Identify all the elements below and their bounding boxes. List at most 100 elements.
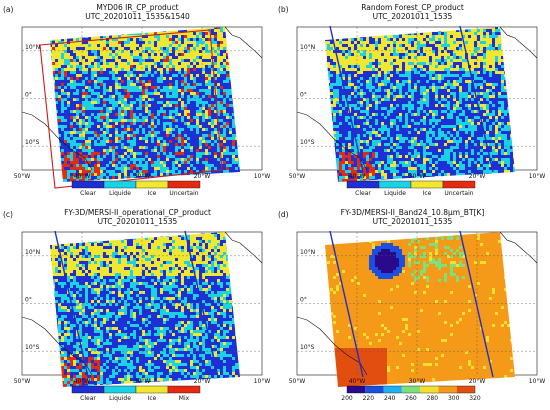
data-pixel (112, 41, 115, 44)
data-pixel (61, 77, 64, 80)
data-pixel (112, 80, 115, 83)
data-pixel (477, 50, 480, 53)
data-pixel (121, 98, 124, 101)
data-pixel (196, 32, 199, 35)
data-pixel (474, 59, 477, 62)
data-pixel (145, 104, 148, 107)
data-pixel (420, 41, 423, 44)
data-pixel (232, 185, 235, 188)
data-pixel (205, 77, 208, 80)
data-pixel (112, 65, 115, 68)
data-pixel (202, 125, 205, 128)
data-pixel (187, 110, 190, 113)
data-pixel (414, 50, 417, 53)
data-pixel (160, 41, 163, 44)
data-pixel (420, 23, 423, 26)
data-pixel (450, 35, 453, 38)
data-pixel (157, 71, 160, 74)
data-pixel (67, 65, 70, 68)
data-pixel (375, 41, 378, 44)
data-pixel (187, 98, 190, 101)
data-pixel (196, 137, 199, 140)
data-pixel (109, 23, 112, 26)
data-pixel (178, 92, 181, 95)
data-pixel (175, 107, 178, 110)
data-pixel (97, 86, 100, 89)
data-pixel (447, 23, 450, 26)
data-pixel (181, 149, 184, 152)
data-pixel (157, 38, 160, 41)
data-pixel (85, 119, 88, 122)
data-pixel (118, 86, 121, 89)
data-pixel (106, 158, 109, 161)
data-pixel (166, 107, 169, 110)
data-pixel (190, 98, 193, 101)
data-pixel (154, 152, 157, 155)
data-pixel (127, 101, 130, 104)
data-pixel (139, 158, 142, 161)
data-pixel (121, 143, 124, 146)
data-pixel (94, 44, 97, 47)
data-pixel (136, 149, 139, 152)
data-pixel (205, 143, 208, 146)
data-pixel (208, 161, 211, 164)
data-pixel (178, 74, 181, 77)
data-pixel (202, 92, 205, 95)
data-pixel (82, 128, 85, 131)
data-pixel (94, 38, 97, 41)
data-pixel (151, 119, 154, 122)
data-pixel (181, 137, 184, 140)
data-pixel (157, 59, 160, 62)
data-pixel (88, 158, 91, 161)
data-pixel (142, 122, 145, 125)
data-pixel (166, 68, 169, 71)
data-pixel (190, 131, 193, 134)
data-pixel (169, 140, 172, 143)
data-pixel (336, 23, 339, 26)
data-pixel (199, 110, 202, 113)
data-pixel (414, 47, 417, 50)
data-pixel (82, 71, 85, 74)
data-pixel (166, 56, 169, 59)
data-pixel (163, 80, 166, 83)
data-pixel (399, 50, 402, 53)
data-pixel (187, 164, 190, 167)
data-pixel (327, 56, 330, 59)
data-pixel (172, 83, 175, 86)
data-pixel (97, 56, 100, 59)
data-pixel (175, 161, 178, 164)
data-pixel (166, 140, 169, 143)
data-pixel (76, 128, 79, 131)
data-pixel (462, 47, 465, 50)
data-pixel (202, 56, 205, 59)
data-pixel (211, 38, 214, 41)
data-pixel (67, 86, 70, 89)
data-pixel (88, 20, 91, 23)
data-pixel (441, 59, 444, 62)
data-pixel (109, 107, 112, 110)
data-pixel (172, 98, 175, 101)
data-pixel (139, 176, 142, 179)
data-pixel (133, 110, 136, 113)
data-pixel (115, 107, 118, 110)
data-pixel (232, 167, 235, 170)
data-pixel (58, 77, 61, 80)
data-pixel (327, 59, 330, 62)
data-pixel (399, 35, 402, 38)
data-pixel (205, 137, 208, 140)
data-pixel (127, 119, 130, 122)
data-pixel (112, 92, 115, 95)
panel-b: (b) Random Forest_CP_product UTC_2020101… (275, 0, 550, 205)
data-pixel (492, 41, 495, 44)
data-pixel (148, 116, 151, 119)
data-pixel (106, 167, 109, 170)
data-pixel (73, 158, 76, 161)
data-pixel (91, 83, 94, 86)
data-pixel (166, 53, 169, 56)
data-pixel (58, 80, 61, 83)
data-pixel (226, 188, 229, 191)
data-pixel (214, 149, 217, 152)
data-pixel (384, 50, 387, 53)
data-pixel (148, 74, 151, 77)
data-pixel (244, 173, 247, 176)
